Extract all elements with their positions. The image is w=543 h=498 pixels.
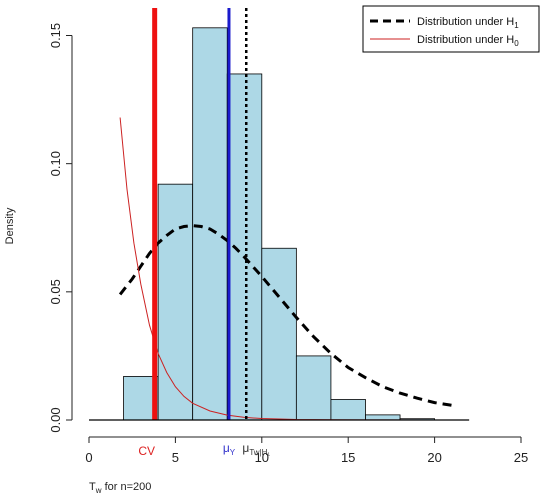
y-tick-label: 0.10 bbox=[48, 151, 63, 176]
legend-label-h0: Distribution under H0 bbox=[417, 34, 519, 48]
reference-lines bbox=[152, 8, 248, 420]
histogram-bars bbox=[123, 27, 436, 421]
x-tick-label: 5 bbox=[172, 450, 179, 465]
x-tick-label: 20 bbox=[427, 450, 441, 465]
x-tick-label: 0 bbox=[85, 450, 92, 465]
axes: 0 5 10 15 20 25 0.00 0.05 0.10 0.15 bbox=[48, 23, 528, 465]
y-tick-label: 0.15 bbox=[48, 23, 63, 48]
mu-y-label: μY bbox=[223, 441, 236, 457]
histogram-bar bbox=[295, 355, 332, 421]
mu-tw-h1-label: μTw|H₁ bbox=[242, 441, 270, 457]
y-tick-label: 0.05 bbox=[48, 279, 63, 304]
h1-density-curve bbox=[118, 224, 456, 408]
x-axis-title: Tw for n=200 bbox=[89, 481, 151, 495]
x-tick-label: 10 bbox=[255, 450, 269, 465]
x-tick-label: 25 bbox=[514, 450, 528, 465]
x-tick-label: 15 bbox=[341, 450, 355, 465]
histogram-bar bbox=[157, 183, 194, 421]
vline-annotations: CV μY μTw|H₁ bbox=[138, 441, 270, 458]
y-tick-label: 0.00 bbox=[48, 407, 63, 432]
y-axis-title: Density bbox=[4, 207, 16, 244]
legend: Distribution under H1 Distribution under… bbox=[362, 5, 540, 53]
cv-label: CV bbox=[138, 444, 155, 458]
legend-box bbox=[362, 5, 540, 53]
histogram-bar bbox=[365, 414, 401, 421]
legend-label-h1: Distribution under H1 bbox=[417, 16, 519, 30]
histogram-bar bbox=[192, 27, 228, 421]
histogram-bar bbox=[330, 399, 366, 421]
histogram-bar bbox=[261, 247, 297, 421]
